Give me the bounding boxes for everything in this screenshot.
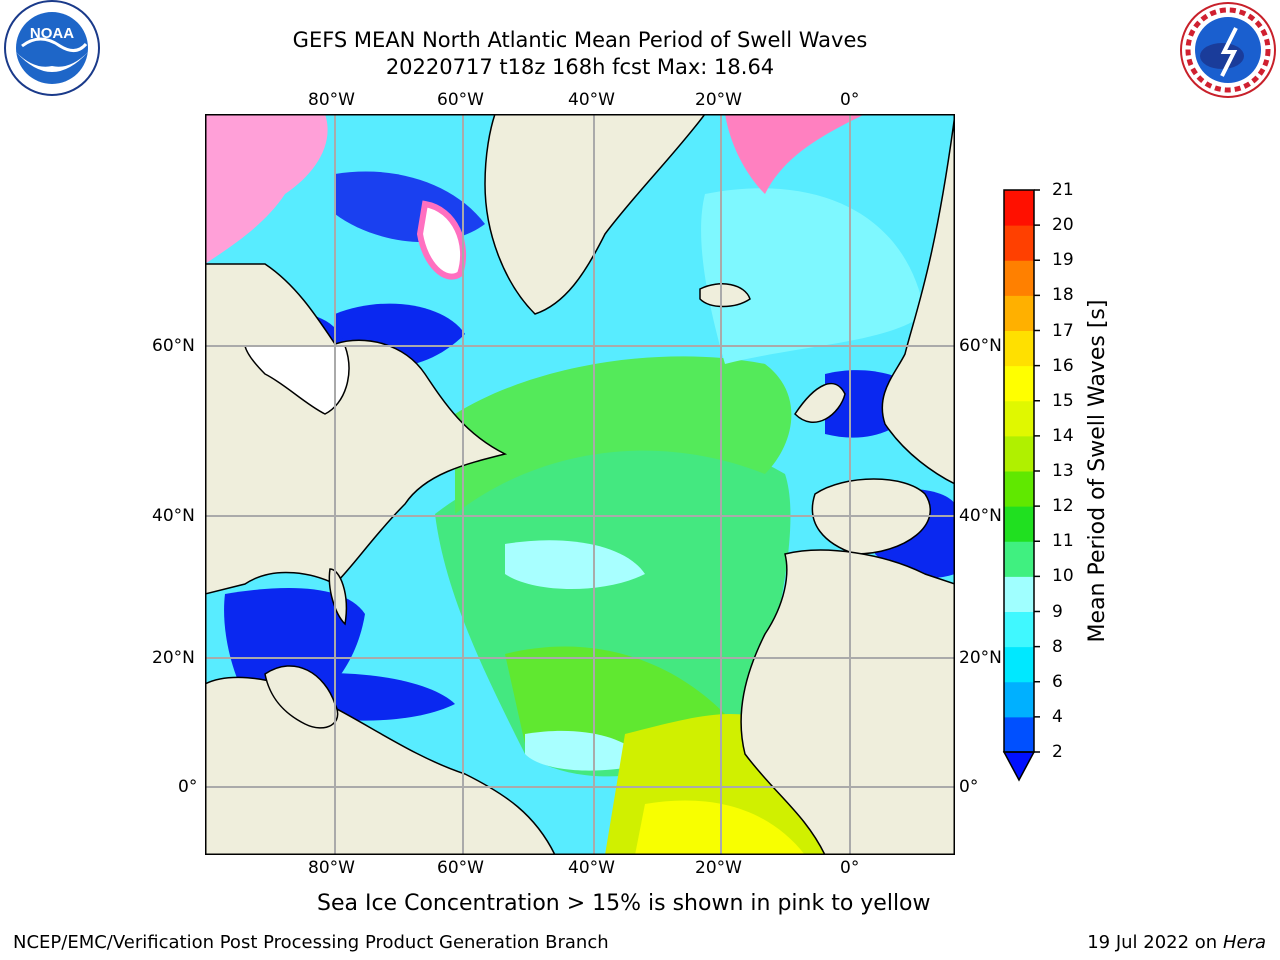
lat-label-left-20n: 20°N	[152, 648, 195, 668]
lon-label-bottom-0: 0°	[840, 858, 860, 878]
colorbar-tick-label: 8	[1052, 636, 1063, 657]
colorbar-bin	[1004, 225, 1034, 261]
lon-label-top-60w: 60°W	[437, 90, 484, 110]
colorbar-bin	[1004, 400, 1034, 437]
colorbar-bin	[1004, 541, 1034, 577]
map-title-line1: GEFS MEAN North Atlantic Mean Period of …	[292, 28, 868, 52]
colorbar-tick-label: 11	[1052, 531, 1074, 552]
colorbar-tick-label: 13	[1052, 461, 1074, 481]
colorbar-tick-label: 14	[1052, 425, 1074, 446]
colorbar-bin	[1004, 260, 1034, 296]
map-gridlines	[205, 114, 955, 855]
lat-label-right-20n: 20°N	[959, 648, 1002, 668]
colorbar-tick-label: 10	[1052, 566, 1074, 587]
colorbar-bin	[1004, 365, 1034, 402]
colorbar-bin	[1004, 190, 1034, 226]
colorbar-bin	[1004, 471, 1034, 507]
lon-label-top-20w: 20°W	[695, 90, 742, 110]
colorbar-tick-label: 12	[1052, 496, 1074, 517]
map-title-line2: 20220717 t18z 168h fcst Max: 18.64	[385, 55, 775, 79]
lon-label-top-40w: 40°W	[568, 90, 615, 110]
colorbar	[1000, 186, 1040, 786]
colorbar-bin	[1004, 295, 1034, 331]
lon-label-bottom-20w: 20°W	[695, 858, 742, 878]
noaa-logo-text: NOAA	[30, 25, 74, 42]
colorbar-tick-label: 2	[1052, 742, 1063, 762]
colorbar-bin	[1004, 330, 1034, 367]
lat-label-right-40n: 40°N	[959, 506, 1002, 526]
colorbar-bin	[1004, 611, 1034, 648]
colorbar-tick-label: 21	[1052, 180, 1074, 200]
colorbar-tick-label: 20	[1052, 215, 1074, 236]
colorbar-tick-label: 17	[1052, 320, 1074, 341]
lat-label-left-40n: 40°N	[152, 506, 195, 526]
colorbar-bin	[1004, 716, 1034, 753]
sea-ice-caption: Sea Ice Concentration > 15% is shown in …	[317, 891, 931, 916]
colorbar-tick-label: 18	[1052, 285, 1074, 306]
colorbar-bin	[1004, 576, 1034, 612]
colorbar-bin	[1004, 435, 1034, 472]
colorbar-tick-label: 6	[1052, 671, 1063, 692]
lat-label-left-0: 0°	[178, 777, 198, 797]
colorbar-tick-label: 16	[1052, 355, 1074, 376]
lon-label-top-80w: 80°W	[308, 90, 355, 110]
lon-label-bottom-80w: 80°W	[308, 858, 355, 878]
lon-label-bottom-40w: 40°W	[568, 858, 615, 878]
colorbar-label-wrap: Mean Period of Swell Waves [s]	[1083, 186, 1113, 756]
noaa-logo: NOAA	[0, 0, 104, 100]
colorbar-extend-arrow	[1002, 751, 1036, 782]
footer-host: Hera	[1222, 932, 1266, 953]
colorbar-bin	[1004, 506, 1034, 542]
lon-label-top-0: 0°	[840, 90, 860, 110]
lat-label-left-60n: 60°N	[152, 336, 195, 356]
colorbar-tick-label: 19	[1052, 250, 1074, 271]
footer-date: 19 Jul 2022 on Hera	[1087, 932, 1266, 954]
lon-label-bottom-60w: 60°W	[437, 858, 484, 878]
colorbar-tick-label: 9	[1052, 601, 1063, 622]
swell-period-map	[204, 113, 956, 856]
colorbar-label: Mean Period of Swell Waves [s]	[1085, 299, 1110, 643]
colorbar-tick-label: 4	[1052, 706, 1063, 727]
footer-branch: NCEP/EMC/Verification Post Processing Pr…	[13, 932, 609, 953]
national-weather-service-logo	[1178, 0, 1278, 100]
lat-label-right-60n: 60°N	[959, 336, 1002, 356]
colorbar-tick-label: 15	[1052, 390, 1074, 411]
map-frame	[205, 114, 955, 855]
colorbar-bin	[1004, 646, 1034, 683]
lat-label-right-0: 0°	[959, 777, 979, 797]
footer-date-text: 19 Jul 2022 on	[1087, 932, 1223, 953]
colorbar-bin	[1004, 681, 1034, 718]
